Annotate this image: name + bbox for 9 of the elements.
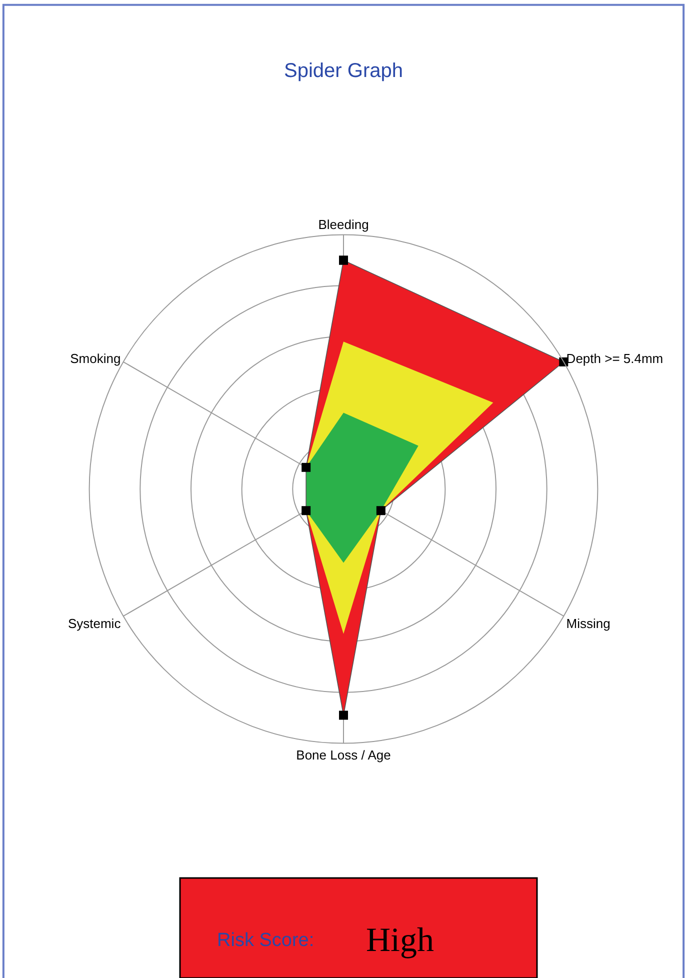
spoke-label: Bone Loss / Age	[296, 747, 391, 762]
spoke-label: Systemic	[68, 616, 122, 632]
text: Risk Score:	[217, 930, 314, 951]
spoke-label: Depth >= 5.4mm	[566, 350, 664, 366]
chart-title: Spider Graph	[284, 60, 403, 82]
spoke-label: Smoking	[70, 350, 121, 366]
spoke-label: Missing	[566, 616, 610, 632]
text: High	[366, 922, 434, 959]
spoke-label: Bleeding	[318, 217, 369, 232]
